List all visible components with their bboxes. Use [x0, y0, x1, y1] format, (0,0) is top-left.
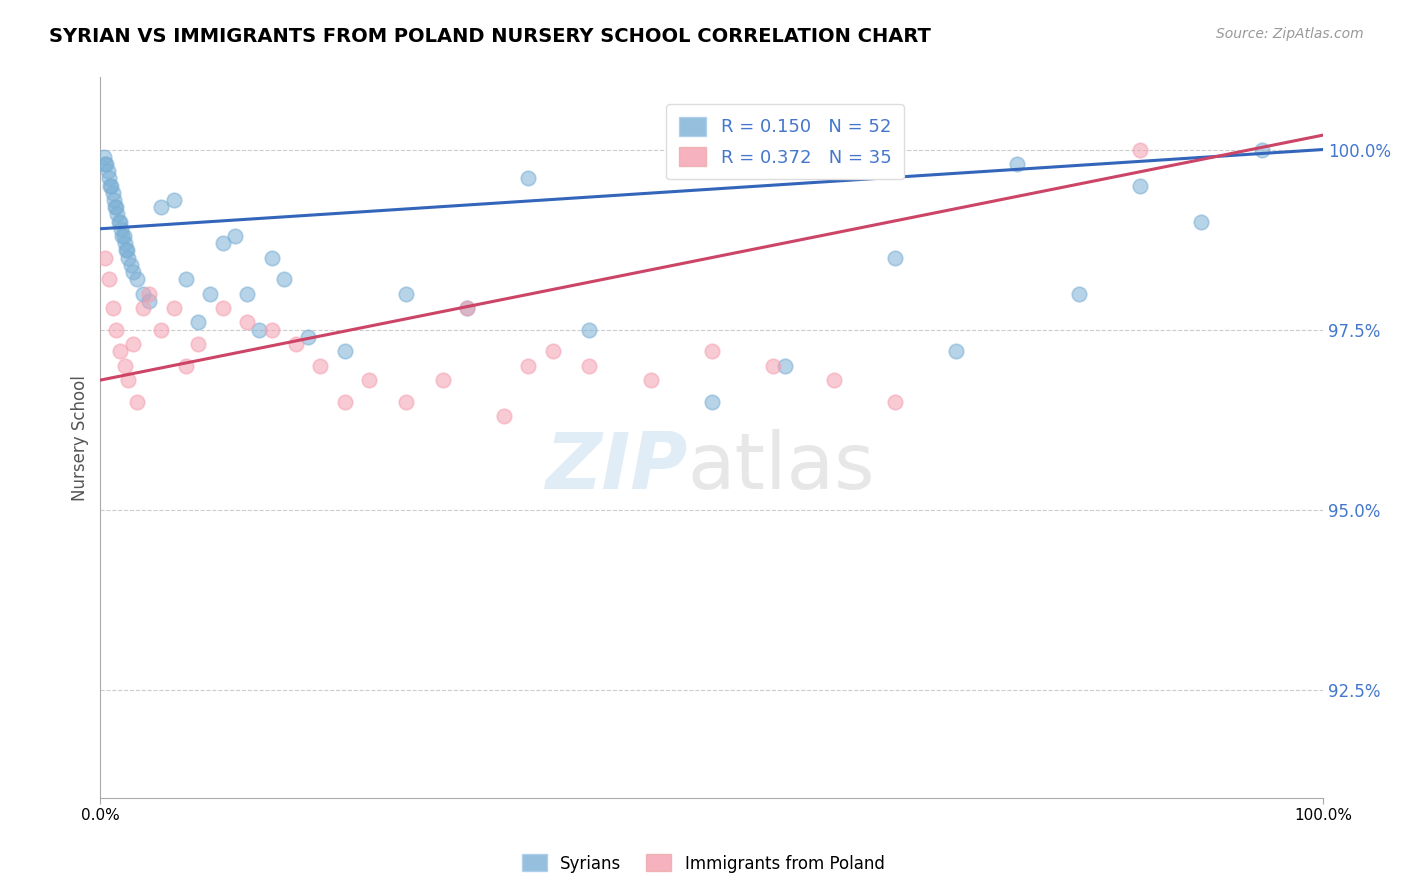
Point — [108, 214, 131, 228]
Point — [94, 251, 117, 265]
Point — [456, 301, 478, 315]
Point — [578, 323, 600, 337]
Point — [163, 301, 186, 315]
Point — [107, 214, 129, 228]
Point — [236, 286, 259, 301]
Point — [823, 373, 845, 387]
Point — [132, 301, 155, 315]
Point — [541, 344, 564, 359]
Point — [700, 394, 723, 409]
Point — [773, 359, 796, 373]
Point — [107, 207, 129, 221]
Point — [117, 251, 139, 265]
Point — [200, 286, 222, 301]
Point — [260, 323, 283, 337]
Point — [1067, 286, 1090, 301]
Point — [333, 394, 356, 409]
Point — [138, 293, 160, 308]
Point — [97, 272, 120, 286]
Legend: R = 0.150   N = 52, R = 0.372   N = 35: R = 0.150 N = 52, R = 0.372 N = 35 — [666, 104, 904, 179]
Point — [94, 157, 117, 171]
Point — [945, 344, 967, 359]
Point — [1251, 143, 1274, 157]
Point — [125, 272, 148, 286]
Point — [111, 229, 134, 244]
Point — [103, 193, 125, 207]
Point — [700, 344, 723, 359]
Point — [1007, 157, 1029, 171]
Point — [104, 200, 127, 214]
Point — [115, 244, 138, 258]
Point — [122, 337, 145, 351]
Point — [273, 272, 295, 286]
Point — [1189, 214, 1212, 228]
Point — [100, 178, 122, 193]
Point — [114, 236, 136, 251]
Point — [884, 394, 907, 409]
Point — [640, 373, 662, 387]
Text: Source: ZipAtlas.com: Source: ZipAtlas.com — [1216, 27, 1364, 41]
Point — [105, 323, 128, 337]
Point — [114, 359, 136, 373]
Point — [517, 359, 540, 373]
Point — [395, 286, 418, 301]
Point — [125, 394, 148, 409]
Point — [117, 373, 139, 387]
Point — [110, 221, 132, 235]
Point — [150, 200, 173, 214]
Point — [224, 229, 246, 244]
Point — [492, 409, 515, 424]
Point — [112, 229, 135, 244]
Legend: Syrians, Immigrants from Poland: Syrians, Immigrants from Poland — [515, 847, 891, 880]
Point — [138, 286, 160, 301]
Point — [101, 301, 124, 315]
Point — [174, 272, 197, 286]
Point — [187, 337, 209, 351]
Point — [97, 171, 120, 186]
Point — [187, 315, 209, 329]
Point — [359, 373, 381, 387]
Point — [163, 193, 186, 207]
Point — [150, 323, 173, 337]
Point — [211, 236, 233, 251]
Point — [309, 359, 332, 373]
Point — [517, 171, 540, 186]
Point — [93, 150, 115, 164]
Point — [1129, 178, 1152, 193]
Point — [174, 359, 197, 373]
Point — [456, 301, 478, 315]
Point — [96, 157, 118, 171]
Point — [297, 330, 319, 344]
Point — [333, 344, 356, 359]
Point — [285, 337, 308, 351]
Point — [101, 186, 124, 200]
Point — [762, 359, 785, 373]
Point — [132, 286, 155, 301]
Point — [97, 164, 120, 178]
Text: SYRIAN VS IMMIGRANTS FROM POLAND NURSERY SCHOOL CORRELATION CHART: SYRIAN VS IMMIGRANTS FROM POLAND NURSERY… — [49, 27, 931, 45]
Point — [395, 394, 418, 409]
Point — [236, 315, 259, 329]
Text: atlas: atlas — [688, 428, 875, 505]
Point — [98, 178, 121, 193]
Point — [108, 344, 131, 359]
Point — [884, 251, 907, 265]
Point — [105, 200, 128, 214]
Point — [432, 373, 454, 387]
Y-axis label: Nursery School: Nursery School — [72, 375, 89, 500]
Point — [1129, 143, 1152, 157]
Point — [247, 323, 270, 337]
Point — [117, 244, 139, 258]
Point — [578, 359, 600, 373]
Point — [211, 301, 233, 315]
Point — [122, 265, 145, 279]
Text: ZIP: ZIP — [546, 428, 688, 505]
Point — [120, 258, 142, 272]
Point — [260, 251, 283, 265]
